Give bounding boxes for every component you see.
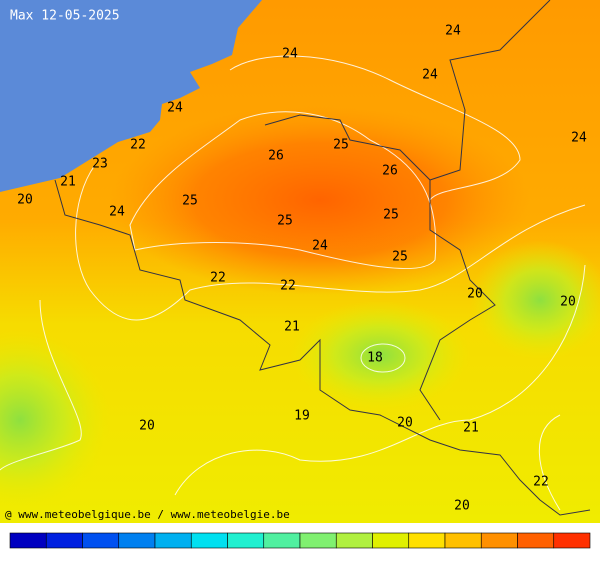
color-swatch xyxy=(480,532,518,549)
color-swatch xyxy=(154,532,192,549)
temperature-label: 20 xyxy=(467,287,483,302)
temperature-label: 24 xyxy=(282,47,298,62)
temperature-label: 24 xyxy=(445,24,461,39)
color-swatch xyxy=(372,532,410,549)
color-swatch xyxy=(263,532,301,549)
temperature-label: 21 xyxy=(284,320,300,335)
color-swatch xyxy=(82,532,120,549)
temperature-label: 24 xyxy=(571,131,587,146)
temperature-label: 26 xyxy=(268,149,284,164)
temperature-label: 25 xyxy=(333,138,349,153)
temperature-label: 22 xyxy=(210,271,226,286)
temperature-label: 26 xyxy=(382,164,398,179)
temperature-label: 20 xyxy=(560,295,576,310)
temperature-label: 22 xyxy=(130,138,146,153)
cool-zone xyxy=(0,330,110,510)
temperature-label: 21 xyxy=(60,175,76,190)
temperature-label: 24 xyxy=(167,101,183,116)
temperature-label: 25 xyxy=(277,214,293,229)
temperature-label: 18 xyxy=(367,351,383,366)
color-swatch xyxy=(553,532,591,549)
color-swatch xyxy=(190,532,228,549)
color-swatch xyxy=(517,532,555,549)
color-bar xyxy=(9,532,591,549)
cool-zone xyxy=(290,300,470,410)
sea xyxy=(0,0,262,192)
hot-zone xyxy=(110,105,530,295)
temperature-label: 19 xyxy=(294,409,310,424)
temperature-label: 22 xyxy=(280,279,296,294)
map-title: Max 12-05-2025 xyxy=(10,9,120,24)
temperature-label: 20 xyxy=(17,193,33,208)
legend-area xyxy=(0,523,600,575)
color-swatch xyxy=(299,532,337,549)
color-swatch xyxy=(444,532,482,549)
temperature-label: 20 xyxy=(397,416,413,431)
temperature-label: 20 xyxy=(454,499,470,514)
color-swatch xyxy=(408,532,446,549)
color-swatch xyxy=(227,532,265,549)
temperature-label: 25 xyxy=(392,250,408,265)
temperature-label: 25 xyxy=(383,208,399,223)
temperature-label: 24 xyxy=(109,205,125,220)
temperature-label: 21 xyxy=(463,421,479,436)
color-swatch xyxy=(45,532,83,549)
temperature-label: 24 xyxy=(312,239,328,254)
color-swatch xyxy=(118,532,156,549)
temperature-label: 20 xyxy=(139,419,155,434)
temperature-label: 25 xyxy=(182,194,198,209)
credit: @ www.meteobelgique.be / www.meteobelgie… xyxy=(5,508,290,521)
temperature-label: 23 xyxy=(92,157,108,172)
temperature-label: 22 xyxy=(533,475,549,490)
temperature-label: 24 xyxy=(422,68,438,83)
color-swatch xyxy=(335,532,373,549)
cool-zone xyxy=(470,240,600,360)
borders xyxy=(54,0,591,516)
isotherms xyxy=(0,55,586,511)
color-swatch xyxy=(9,532,47,549)
